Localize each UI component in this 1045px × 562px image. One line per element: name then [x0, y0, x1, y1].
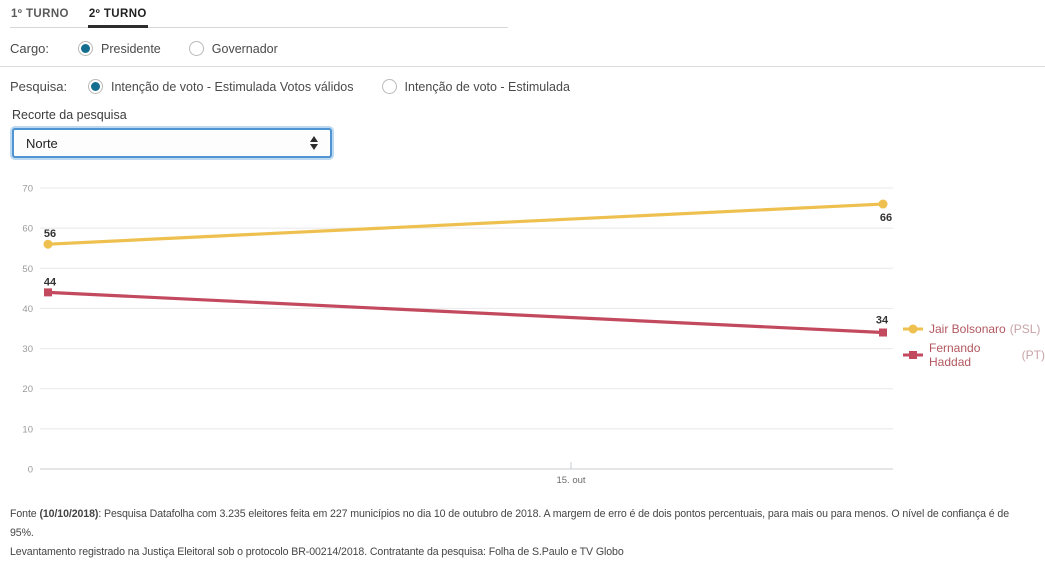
- recorte-select[interactable]: Norte: [12, 128, 332, 158]
- turno-tabbar: 1º TURNO 2º TURNO: [10, 6, 508, 28]
- data-point-label: 34: [876, 315, 889, 327]
- y-axis-label: 40: [22, 304, 33, 315]
- select-value: Norte: [26, 135, 58, 151]
- legend-label: Fernando Haddad: [929, 341, 981, 369]
- footer-source: Fonte (10/10/2018): Pesquisa Datafolha c…: [10, 505, 1035, 562]
- data-point-label: 56: [44, 228, 56, 240]
- recorte-label: Recorte da pesquisa: [12, 108, 127, 122]
- y-axis-label: 0: [28, 465, 33, 476]
- tab-1-turno[interactable]: 1º TURNO: [11, 8, 69, 20]
- horizontal-divider: [0, 66, 1045, 67]
- data-point-marker[interactable]: [879, 328, 887, 337]
- data-point-marker[interactable]: [43, 239, 53, 249]
- data-point-label: 44: [44, 276, 57, 288]
- legend-party-label: (PSL): [1009, 322, 1041, 336]
- radio-unselected-icon: [188, 41, 204, 56]
- y-axis-label: 10: [22, 424, 33, 435]
- footer-line1: Fonte (10/10/2018): Pesquisa Datafolha c…: [10, 508, 1010, 539]
- legend-label: Jair Bolsonaro: [929, 322, 1006, 336]
- cargo-row: Cargo: Presidente Governador: [10, 41, 1035, 56]
- x-axis-label: 15. out: [556, 475, 585, 486]
- y-axis-label: 70: [22, 184, 33, 195]
- radio-selected-icon: [88, 79, 103, 94]
- series-line-1: [46, 290, 885, 335]
- series-line-0: [46, 202, 885, 246]
- y-axis-label: 50: [22, 264, 33, 275]
- chart-area: 0 10 20 30 40 50 60 70 15. out 56 66 44 34 Jair Bols…: [0, 175, 1045, 505]
- data-point-marker[interactable]: [878, 199, 888, 209]
- radio-option-presidente[interactable]: Presidente: [78, 41, 161, 56]
- tab-2-turno[interactable]: 2º TURNO: [87, 6, 148, 28]
- line-chart: 0 10 20 30 40 50 60 70 15. out 56 66 44 34: [22, 184, 893, 486]
- select-spinner-icon: [310, 136, 318, 150]
- data-point-label: 66: [880, 212, 892, 224]
- legend-party-label: (PT): [1021, 348, 1045, 362]
- y-axis-label: 20: [22, 384, 33, 395]
- legend-line-square-icon: [903, 351, 923, 359]
- data-point-marker[interactable]: [44, 288, 52, 297]
- cargo-label: Cargo:: [10, 41, 50, 56]
- radio-option-estimulada[interactable]: Intenção de voto - Estimulada: [381, 79, 570, 94]
- legend-item-haddad[interactable]: Fernando Haddad (PT): [903, 341, 1045, 369]
- radio-option-governador[interactable]: Governador: [188, 41, 278, 56]
- pesquisa-row: Pesquisa: Intenção de voto - Estimulada …: [10, 79, 1035, 94]
- legend-item-bolsonaro[interactable]: Jair Bolsonaro (PSL): [903, 322, 1045, 336]
- radio-selected-icon: [78, 41, 93, 56]
- chart-legend: Jair Bolsonaro (PSL) Fernando Haddad (PT…: [903, 322, 1045, 374]
- y-axis-label: 30: [22, 344, 33, 355]
- pesquisa-label: Pesquisa:: [10, 79, 68, 94]
- y-axis-label: 60: [22, 224, 33, 235]
- legend-line-circle-icon: [903, 324, 923, 334]
- radio-option-estimulada-votos-validos[interactable]: Intenção de voto - Estimulada Votos váli…: [88, 79, 354, 94]
- radio-unselected-icon: [381, 79, 397, 94]
